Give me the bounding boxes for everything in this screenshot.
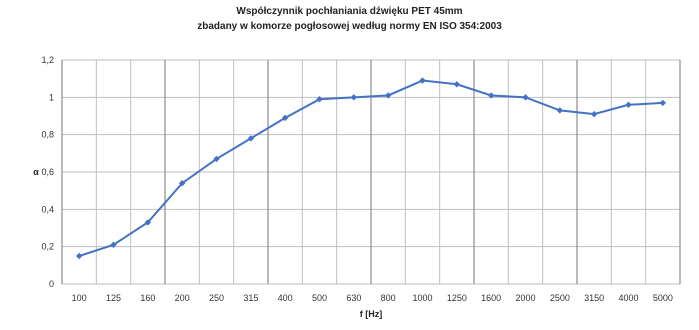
x-tick-label: 800 xyxy=(381,293,396,303)
x-tick-label: 400 xyxy=(278,293,293,303)
data-point xyxy=(247,135,255,142)
x-tick-label: 1600 xyxy=(481,293,501,303)
data-point xyxy=(419,77,426,84)
x-tick-label: 2500 xyxy=(550,293,570,303)
x-tick-label: 2000 xyxy=(515,293,535,303)
y-axis-label: α xyxy=(33,167,39,177)
x-tick-label: 160 xyxy=(140,293,155,303)
data-point xyxy=(213,155,220,163)
x-tick-label: 100 xyxy=(72,293,87,303)
data-point xyxy=(281,114,289,122)
x-tick-label: 315 xyxy=(243,293,258,303)
data-point xyxy=(110,241,117,248)
x-tick-label: 250 xyxy=(209,293,224,303)
y-tick-label: 0,2 xyxy=(41,242,54,252)
x-tick-label: 4000 xyxy=(618,293,638,303)
y-tick-label: 0 xyxy=(49,279,54,289)
x-tick-label: 1000 xyxy=(412,293,432,303)
data-point xyxy=(522,94,529,101)
y-tick-label: 1,2 xyxy=(41,55,54,65)
x-axis-label: f [Hz] xyxy=(360,309,383,319)
data-point xyxy=(625,101,632,108)
y-tick-label: 0,8 xyxy=(41,130,54,140)
x-tick-label: 3150 xyxy=(584,293,604,303)
x-tick-label: 630 xyxy=(346,293,361,303)
y-tick-label: 1 xyxy=(49,92,54,102)
y-tick-label: 0,4 xyxy=(41,204,54,214)
data-point xyxy=(384,92,392,99)
data-point xyxy=(453,81,461,88)
series-line xyxy=(78,79,663,257)
x-tick-label: 200 xyxy=(175,293,190,303)
x-tick-label: 125 xyxy=(106,293,121,303)
data-point xyxy=(487,92,495,99)
data-point xyxy=(590,110,598,118)
data-point xyxy=(350,94,358,101)
data-point xyxy=(178,180,186,187)
data-point xyxy=(556,107,564,114)
data-point xyxy=(659,99,667,107)
data-point xyxy=(75,252,83,260)
x-tick-label: 5000 xyxy=(653,293,673,303)
chart-title: Współczynnik pochłaniania dźwięku PET 45… xyxy=(236,6,463,17)
chart-subtitle: zbadany w komorze pogłosowej według norm… xyxy=(197,21,502,32)
y-tick-label: 0,6 xyxy=(41,167,54,177)
data-point xyxy=(144,219,152,226)
x-tick-label: 1250 xyxy=(447,293,467,303)
data-point xyxy=(316,96,323,103)
x-tick-label: 500 xyxy=(312,293,327,303)
